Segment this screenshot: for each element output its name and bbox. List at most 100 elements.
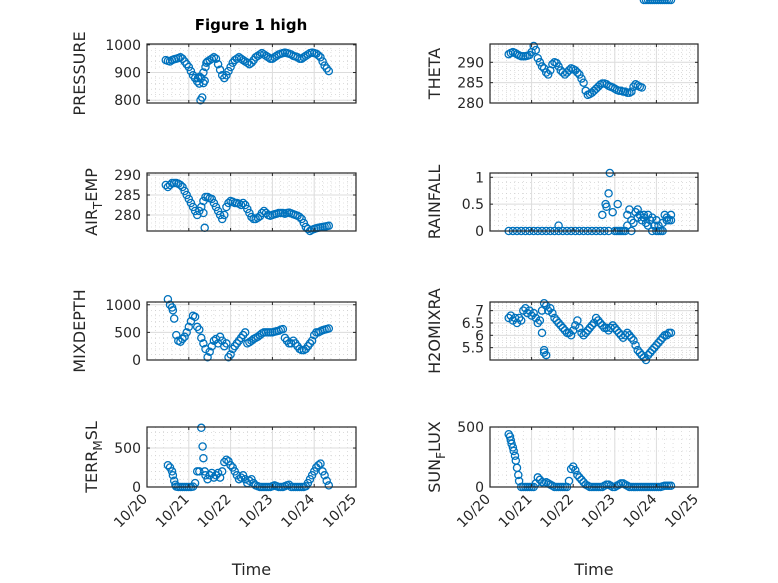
data-point <box>533 318 543 328</box>
data-point <box>593 316 603 325</box>
y-tick-label: 280 <box>457 96 484 112</box>
tick-marks <box>146 44 357 103</box>
data-point <box>658 333 667 343</box>
data-point <box>255 50 265 59</box>
data-point <box>521 303 530 313</box>
data-point <box>197 423 206 433</box>
y-tick-label: 800 <box>114 93 141 109</box>
data-point <box>650 343 659 352</box>
y-axis-label: PRESSURE <box>70 31 89 115</box>
y-axis-label-part: M <box>91 440 105 450</box>
y-axis-label-part: EMP <box>82 168 101 202</box>
data-point <box>610 323 620 333</box>
subplot-air_temp[interactable]: 280 285 290 AIRTEMP <box>82 168 357 236</box>
data-point <box>322 476 331 486</box>
data-point <box>253 213 263 223</box>
data-point <box>257 48 267 58</box>
subplot-pressure[interactable]: 800 900 1000 PRESSURE <box>70 31 357 116</box>
data-point <box>654 221 663 230</box>
data-point <box>575 473 584 482</box>
data-point <box>251 53 260 62</box>
data-point <box>666 481 676 491</box>
data-point <box>297 214 306 224</box>
y-tick-label: 6 <box>475 328 484 344</box>
data-point <box>637 350 647 360</box>
y-axis-label-part: SL <box>82 421 101 440</box>
data-point <box>514 313 524 323</box>
data-point <box>625 331 634 340</box>
subplot-rainfall[interactable]: 0 0.5 1 RAINFALL <box>425 165 699 240</box>
data-point <box>623 328 632 338</box>
subplot-theta[interactable]: 280 285 290 THETA <box>425 0 699 112</box>
data-point <box>564 476 574 486</box>
data-point <box>509 446 518 456</box>
data-point <box>577 74 586 83</box>
data-point <box>307 336 317 345</box>
data-point <box>608 83 617 92</box>
y-axis-label: AIRTEMP <box>82 168 105 236</box>
tick-marks <box>146 173 357 231</box>
data-point <box>666 210 676 220</box>
data-point <box>172 330 181 340</box>
data-point <box>320 471 329 480</box>
data-point <box>184 194 194 204</box>
data-point <box>176 180 185 190</box>
data-point <box>268 54 277 63</box>
axes-box <box>489 43 699 104</box>
data-point <box>647 213 657 222</box>
subplot-mixdepth[interactable]: 0 500 1000 MIXDEPTH <box>70 289 357 373</box>
data-point <box>527 311 536 320</box>
data-point <box>631 340 640 350</box>
data-point <box>583 326 593 335</box>
data-point <box>666 216 676 225</box>
data-point <box>205 55 214 65</box>
data-point <box>167 467 177 476</box>
marker-series <box>163 294 334 362</box>
data-point <box>541 350 551 360</box>
subplot-h2omixra[interactable]: 5.566.57 H2OMIXRA <box>425 288 699 374</box>
data-point <box>184 62 194 72</box>
data-point <box>577 475 586 485</box>
data-point <box>169 476 179 486</box>
data-point <box>314 51 323 60</box>
axes-box <box>489 172 699 232</box>
data-point <box>571 465 580 475</box>
data-point <box>245 476 254 486</box>
data-point <box>506 311 516 320</box>
data-point <box>222 455 231 464</box>
data-point <box>207 54 217 63</box>
y-axis-label: MIXDEPTH <box>70 289 89 372</box>
data-point <box>529 308 538 318</box>
data-point <box>539 348 549 357</box>
data-point <box>654 338 663 347</box>
data-point <box>639 210 649 220</box>
data-point <box>566 331 576 340</box>
minor-grid <box>489 173 698 231</box>
data-point <box>525 306 534 315</box>
data-point <box>575 70 584 79</box>
data-point <box>184 322 194 332</box>
data-point <box>259 50 269 59</box>
data-point <box>182 190 191 200</box>
data-point <box>535 316 545 325</box>
data-point <box>217 336 227 345</box>
data-point <box>198 442 207 451</box>
data-point <box>598 210 607 220</box>
data-point <box>169 314 179 323</box>
y-axis-label-part: TERR <box>82 451 101 494</box>
data-point <box>209 198 219 208</box>
data-point <box>314 460 323 470</box>
y-axis-label-part: AIR <box>82 209 101 236</box>
data-point <box>598 321 607 330</box>
data-point <box>180 332 189 342</box>
y-tick-label: 0 <box>132 480 141 496</box>
data-point <box>324 221 334 231</box>
data-point <box>531 45 541 55</box>
y-tick-label: 285 <box>114 188 141 204</box>
data-point <box>163 294 173 304</box>
data-point <box>240 57 250 66</box>
data-point <box>232 54 242 63</box>
data-point <box>190 206 200 216</box>
data-point <box>226 460 235 470</box>
